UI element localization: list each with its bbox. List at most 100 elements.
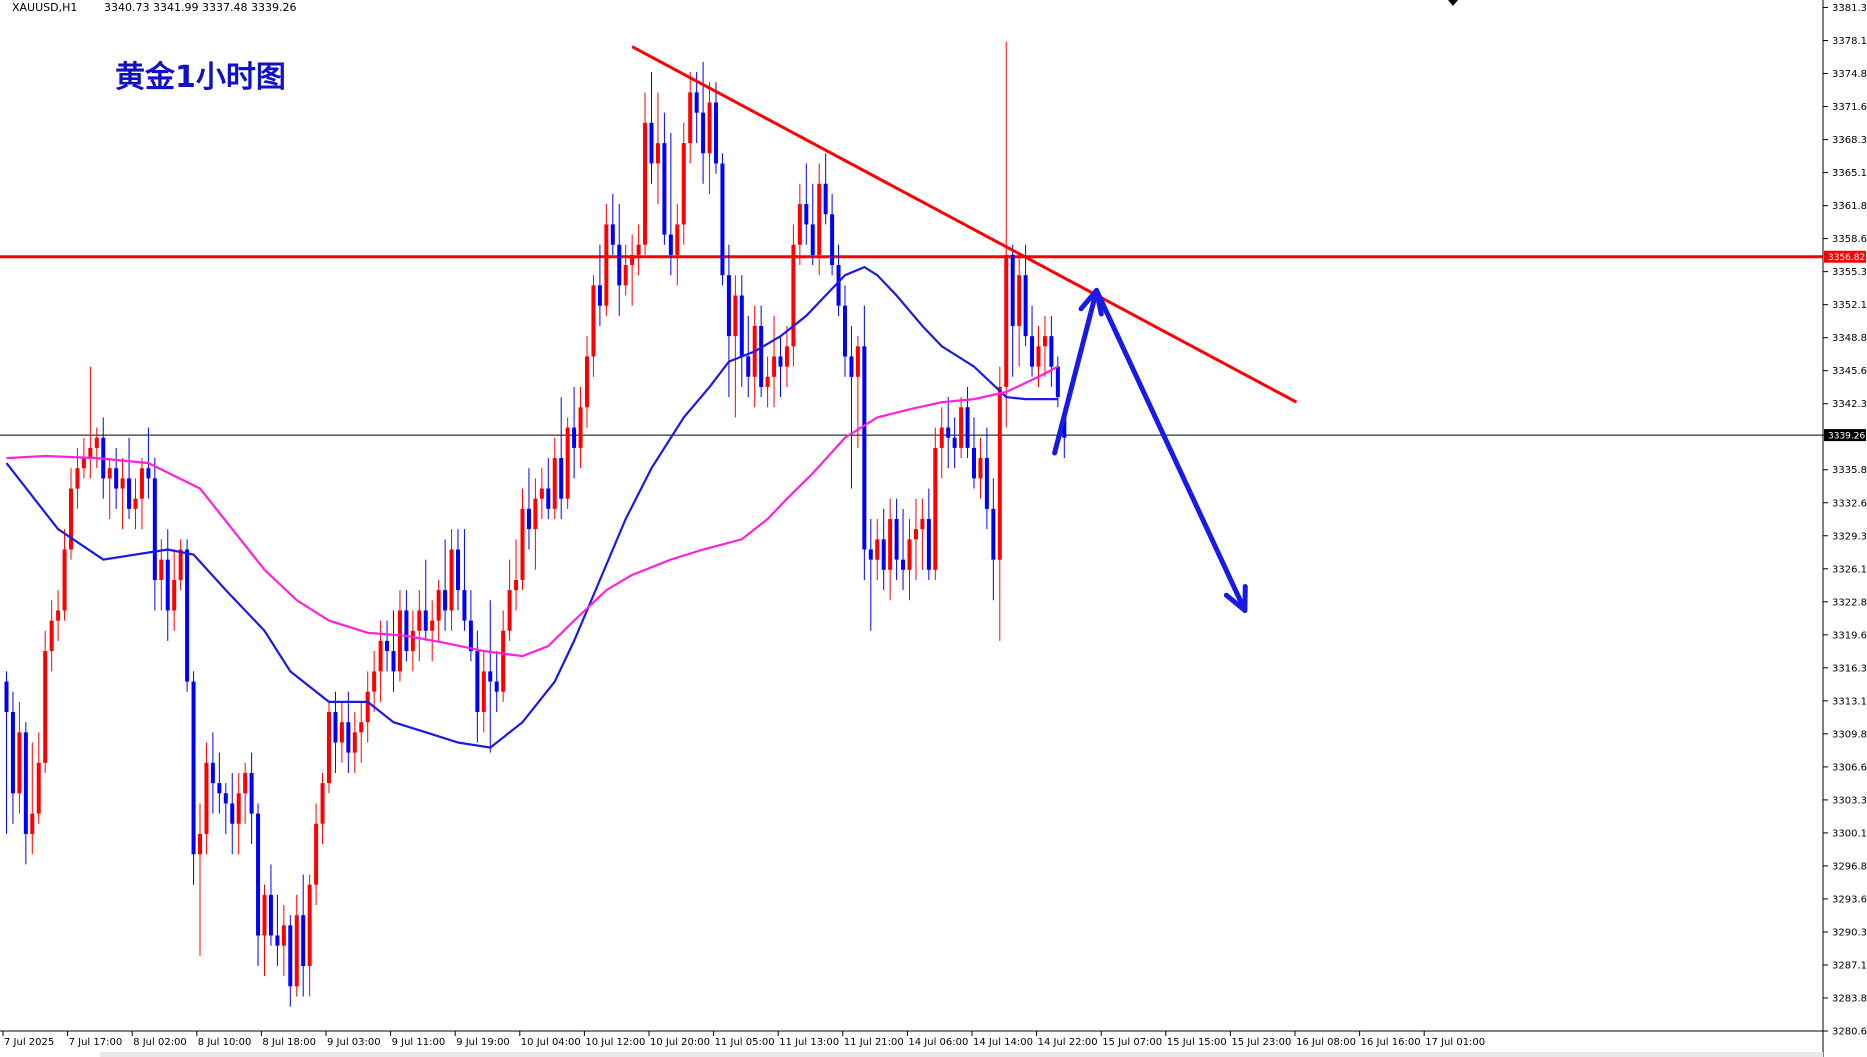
candle-body <box>404 610 409 652</box>
y-tick-label: 3280.60 <box>1832 1027 1867 1038</box>
candle-body <box>301 915 306 966</box>
candle-body <box>610 224 615 245</box>
y-tick-label: 3368.35 <box>1832 135 1867 146</box>
candle-body <box>359 722 364 733</box>
candle-body <box>204 762 209 834</box>
y-tick-label: 3322.85 <box>1832 597 1867 608</box>
arrow-shaft-1 <box>1052 287 1100 456</box>
y-tick-label: 3303.35 <box>1832 795 1867 806</box>
header-ohlc: 3340.73 3341.99 3337.48 3339.26 <box>104 1 296 14</box>
candle-body <box>1010 254 1015 326</box>
x-tick-label: 9 Jul 03:00 <box>327 1037 381 1048</box>
price-bubble-label: 3356.82 <box>1828 253 1865 263</box>
candle-body <box>1036 346 1041 367</box>
candle-body <box>307 884 312 966</box>
candle-body <box>494 681 499 692</box>
time-axis: 7 Jul 2025 7 Jul 17:00 8 Jul 02:00 8 Jul 10… <box>2 1031 1823 1057</box>
candle-body <box>36 762 41 814</box>
candle-body <box>585 356 589 408</box>
x-tick-label: 14 Jul 14:00 <box>973 1037 1033 1048</box>
arrow-head-2 <box>1223 583 1248 613</box>
candle-body <box>623 265 628 286</box>
candle-body <box>230 803 235 824</box>
candle-body <box>314 823 319 885</box>
x-tick-label: 10 Jul 04:00 <box>521 1037 581 1048</box>
candle-body <box>855 346 860 377</box>
candle-body <box>217 783 222 794</box>
candle-body <box>714 102 718 164</box>
candle-body <box>920 519 925 530</box>
candle-body <box>552 458 557 509</box>
candle-body <box>533 498 538 530</box>
candle-body <box>965 407 970 448</box>
candle-body <box>739 295 744 357</box>
x-tick-label: 10 Jul 12:00 <box>585 1037 645 1048</box>
y-tick-label: 3306.60 <box>1832 762 1867 773</box>
annotations <box>631 45 1298 613</box>
candle-body <box>191 681 196 855</box>
candle-body <box>694 92 699 113</box>
candle-body <box>391 651 396 672</box>
candle-body <box>733 295 738 337</box>
candle-body <box>339 722 344 743</box>
y-tick-label: 3335.85 <box>1832 465 1867 476</box>
x-tick-label: 7 Jul 17:00 <box>69 1037 123 1048</box>
moving-average-0 <box>5 265 1058 749</box>
candle-body <box>701 112 706 154</box>
candle-body <box>178 549 183 580</box>
candle-body <box>1030 336 1035 367</box>
candle-body <box>120 478 125 489</box>
candle-body <box>578 407 583 448</box>
candle-body <box>372 671 377 692</box>
y-tick-label: 3361.85 <box>1832 201 1867 212</box>
candle-body <box>681 143 686 225</box>
y-tick-label: 3316.35 <box>1832 663 1867 674</box>
candle-body <box>165 559 170 611</box>
candle-body <box>888 519 893 570</box>
x-tick-label: 9 Jul 19:00 <box>456 1037 510 1048</box>
candle-body <box>823 183 828 215</box>
candle-body <box>327 712 331 784</box>
x-tick-label: 15 Jul 15:00 <box>1167 1037 1227 1048</box>
candle-body <box>707 102 712 154</box>
candle-body <box>443 590 448 611</box>
candle-body <box>597 285 602 306</box>
candle-body <box>868 549 873 560</box>
candle-body <box>720 163 725 276</box>
trendline <box>631 45 1298 404</box>
candle-body <box>817 183 822 255</box>
candle-body <box>43 651 48 763</box>
candle-body <box>668 234 673 255</box>
candle-body <box>901 559 906 570</box>
candle-body <box>488 671 493 682</box>
scrollbar[interactable] <box>100 1052 1823 1057</box>
candle-body <box>133 498 138 509</box>
candle-body <box>436 590 441 621</box>
candle-body <box>843 305 847 357</box>
candle-body <box>572 427 577 448</box>
candle-body <box>81 458 86 469</box>
candle-body <box>1017 275 1022 326</box>
candle-body <box>926 519 931 570</box>
candle-body <box>913 529 918 540</box>
candle-body <box>397 610 402 672</box>
candle-body <box>1042 336 1047 347</box>
y-tick-label: 3371.60 <box>1832 102 1867 113</box>
candle-body <box>836 265 841 306</box>
candle-body <box>649 122 654 164</box>
candle-body <box>972 447 976 479</box>
x-tick-label: 15 Jul 07:00 <box>1102 1037 1162 1048</box>
cursor-arrow-icon <box>1448 0 1458 6</box>
candle-body <box>978 458 983 479</box>
candle-body <box>797 204 802 245</box>
candle-body <box>88 447 93 459</box>
candle-body <box>288 925 293 987</box>
candle-body <box>333 712 338 743</box>
candle-body <box>1023 275 1028 337</box>
candle-body <box>69 488 73 550</box>
candle-body <box>849 356 854 377</box>
y-tick-label: 3345.60 <box>1832 366 1867 377</box>
candle-body <box>320 783 325 824</box>
y-tick-label: 3309.85 <box>1832 729 1867 740</box>
